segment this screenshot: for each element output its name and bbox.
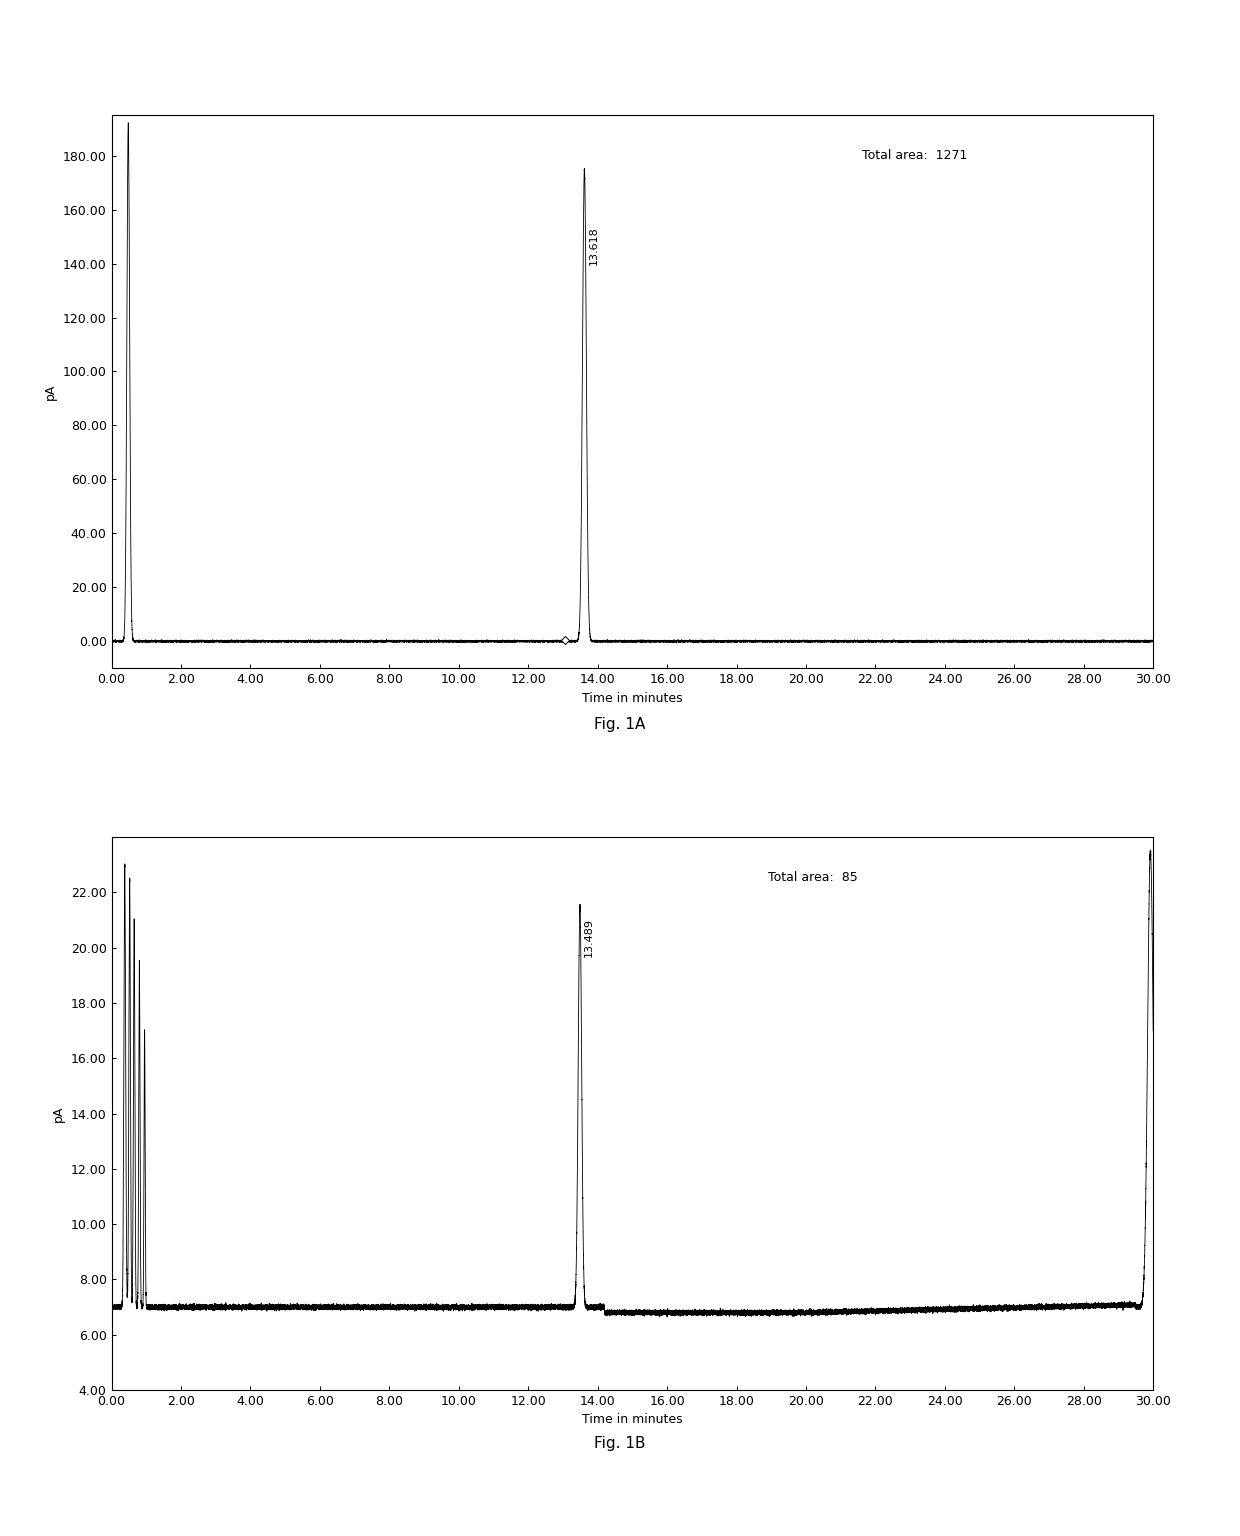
Text: Fig. 1B: Fig. 1B [594, 1436, 646, 1452]
X-axis label: Time in minutes: Time in minutes [582, 1413, 683, 1427]
X-axis label: Time in minutes: Time in minutes [582, 691, 683, 705]
Text: 13.618: 13.618 [589, 226, 599, 264]
Text: Fig. 1A: Fig. 1A [594, 717, 646, 733]
Y-axis label: pA: pA [45, 384, 57, 399]
Text: 13.489: 13.489 [584, 919, 594, 957]
Text: Total area:  85: Total area: 85 [768, 871, 858, 885]
Y-axis label: pA: pA [52, 1106, 66, 1121]
Text: Total area:  1271: Total area: 1271 [862, 149, 967, 163]
